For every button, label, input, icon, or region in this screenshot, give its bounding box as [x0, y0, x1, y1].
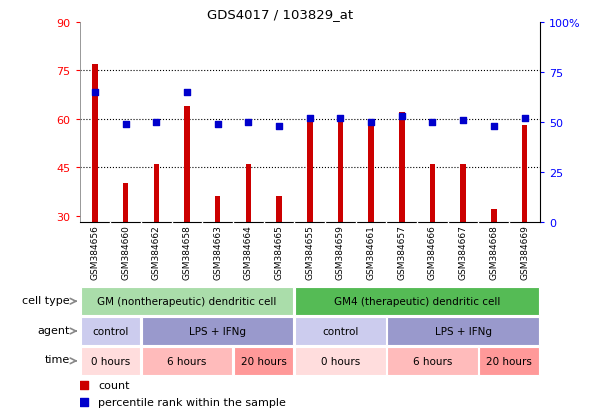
Bar [522, 126, 527, 223]
Point [397, 113, 407, 120]
Bar [491, 210, 497, 223]
Bar [399, 113, 405, 223]
Bar [81, 287, 293, 316]
Text: control: control [92, 326, 129, 336]
Point [121, 121, 130, 128]
Text: GM (nontherapeutic) dendritic cell: GM (nontherapeutic) dendritic cell [97, 297, 277, 306]
Text: GSM384667: GSM384667 [458, 225, 468, 279]
Bar [296, 347, 385, 375]
Bar [337, 116, 343, 223]
Bar [245, 164, 251, 223]
Point [489, 123, 499, 130]
Bar [153, 164, 159, 223]
Text: GM4 (therapeutic) dendritic cell: GM4 (therapeutic) dendritic cell [334, 297, 500, 306]
Text: 20 hours: 20 hours [486, 356, 532, 366]
Text: GSM384662: GSM384662 [152, 225, 161, 279]
Text: GSM384660: GSM384660 [121, 225, 130, 279]
Bar [92, 64, 98, 223]
Bar [388, 347, 477, 375]
Text: GSM384666: GSM384666 [428, 225, 437, 279]
Text: GDS4017 / 103829_at: GDS4017 / 103829_at [207, 8, 353, 21]
Bar [142, 317, 293, 345]
Text: GSM384669: GSM384669 [520, 225, 529, 279]
Bar [142, 347, 232, 375]
Text: time: time [45, 354, 70, 364]
Bar [307, 123, 313, 223]
Point [428, 119, 437, 126]
Text: 6 hours: 6 hours [168, 356, 206, 366]
Bar [215, 197, 221, 223]
Bar [123, 184, 129, 223]
Text: cell type: cell type [22, 295, 70, 305]
Bar [296, 317, 385, 345]
Point [90, 89, 100, 96]
Point [80, 399, 89, 406]
Text: 0 hours: 0 hours [321, 356, 360, 366]
Point [336, 115, 345, 122]
Point [366, 119, 376, 126]
Bar [276, 197, 282, 223]
Bar [460, 164, 466, 223]
Text: GSM384657: GSM384657 [397, 225, 407, 279]
Text: GSM384655: GSM384655 [305, 225, 314, 279]
Text: 20 hours: 20 hours [241, 356, 287, 366]
Text: 6 hours: 6 hours [413, 356, 452, 366]
Point [152, 119, 161, 126]
Bar [296, 287, 539, 316]
Text: GSM384658: GSM384658 [182, 225, 192, 279]
Text: percentile rank within the sample: percentile rank within the sample [98, 397, 286, 407]
Point [80, 381, 89, 388]
Text: GSM384656: GSM384656 [90, 225, 100, 279]
Bar [368, 126, 374, 223]
Bar [81, 347, 140, 375]
Text: GSM384668: GSM384668 [489, 225, 499, 279]
Point [458, 117, 468, 124]
Text: 0 hours: 0 hours [91, 356, 130, 366]
Text: GSM384659: GSM384659 [336, 225, 345, 279]
Text: count: count [98, 380, 130, 389]
Point [274, 123, 284, 130]
Text: control: control [322, 326, 359, 336]
Text: LPS + IFNg: LPS + IFNg [189, 326, 246, 336]
Bar [430, 164, 435, 223]
Text: agent: agent [38, 325, 70, 335]
Text: GSM384663: GSM384663 [213, 225, 222, 279]
Point [244, 119, 253, 126]
Bar [234, 347, 293, 375]
Bar [81, 317, 140, 345]
Bar [184, 107, 190, 223]
Point [213, 121, 222, 128]
Point [520, 115, 529, 122]
Point [305, 115, 314, 122]
Text: GSM384665: GSM384665 [274, 225, 284, 279]
Bar [388, 317, 539, 345]
Bar [480, 347, 539, 375]
Point [182, 89, 192, 96]
Text: GSM384661: GSM384661 [366, 225, 376, 279]
Text: LPS + IFNg: LPS + IFNg [435, 326, 491, 336]
Text: GSM384664: GSM384664 [244, 225, 253, 279]
